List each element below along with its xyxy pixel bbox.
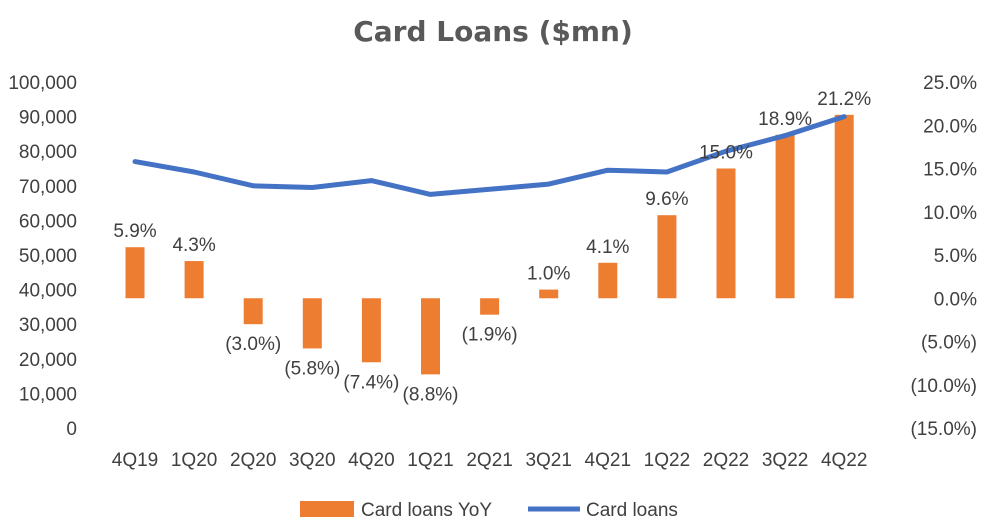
bar-data-label: 21.2% — [817, 89, 871, 110]
left-tick-label: 40,000 — [19, 281, 77, 302]
right-tick-label: (5.0%) — [921, 333, 977, 354]
left-tick-label: 30,000 — [19, 315, 77, 336]
line-path — [132, 114, 847, 197]
bar — [657, 215, 677, 299]
bar-series-yoy — [125, 114, 854, 375]
left-tick-label: 20,000 — [19, 350, 77, 371]
x-tick-label: 4Q19 — [112, 450, 158, 471]
bar-data-label: (7.4%) — [343, 372, 399, 393]
left-tick-label: 10,000 — [19, 384, 77, 405]
left-tick-label: 80,000 — [19, 142, 77, 163]
right-tick-label: (10.0%) — [910, 376, 977, 397]
bar — [539, 289, 559, 299]
left-tick-label: 50,000 — [19, 246, 77, 267]
bar-data-label: (1.9%) — [462, 325, 518, 346]
right-axis-ticks: (15.0%) (10.0%) (5.0%) 0.0% 5.0% 10.0% 15.0% 20… — [910, 73, 977, 440]
left-tick-label: 100,000 — [8, 73, 77, 94]
right-tick-label: 20.0% — [923, 116, 977, 137]
bar-data-label: 9.6% — [645, 189, 688, 210]
bar-data-label: (8.8%) — [403, 384, 459, 405]
x-tick-label: 1Q20 — [171, 450, 217, 471]
bar — [125, 247, 145, 299]
bar — [184, 261, 204, 299]
bar — [361, 298, 381, 363]
bar-data-labels: 5.9% 4.3% (3.0%)(5.8%)(7.4%)(8.8%) (1.9%) 1.… — [113, 89, 871, 405]
bar-data-label: 15.0% — [699, 143, 753, 164]
bar-data-label: 5.9% — [113, 221, 156, 242]
left-axis-ticks: 0 10,000 20,000 30,000 40,000 50,000 60,000 70,… — [8, 73, 77, 440]
x-tick-label: 2Q21 — [466, 450, 512, 471]
right-tick-label: 15.0% — [923, 160, 977, 181]
left-tick-label: 70,000 — [19, 177, 77, 198]
bar — [775, 134, 795, 299]
x-tick-label: 1Q22 — [644, 450, 690, 471]
left-tick-label: 90,000 — [19, 108, 77, 129]
bar — [598, 262, 618, 299]
bar — [480, 298, 500, 315]
right-tick-label: (15.0%) — [910, 419, 977, 440]
bar-data-label: 4.1% — [586, 237, 629, 258]
x-tick-label: 2Q22 — [703, 450, 749, 471]
legend-label-card-loans: Card loans — [586, 500, 678, 521]
bar-data-label: 18.9% — [758, 109, 812, 130]
x-tick-label: 3Q21 — [525, 450, 571, 471]
x-tick-label: 4Q22 — [821, 450, 867, 471]
bar — [302, 298, 322, 349]
right-tick-label: 25.0% — [923, 73, 977, 94]
bar — [834, 114, 854, 299]
legend: Card loans YoY Card loans — [300, 500, 678, 521]
right-tick-label: 5.0% — [934, 246, 977, 267]
x-tick-label: 1Q21 — [407, 450, 453, 471]
legend-label-card-loans-yoy: Card loans YoY — [361, 500, 492, 521]
bar-data-label: (3.0%) — [225, 334, 281, 355]
right-tick-label: 0.0% — [934, 289, 977, 310]
line-series-card-loans — [132, 114, 847, 197]
x-tick-label: 3Q20 — [289, 450, 335, 471]
bar-data-label: 4.3% — [172, 235, 215, 256]
x-tick-label: 3Q22 — [762, 450, 808, 471]
x-tick-label: 2Q20 — [230, 450, 276, 471]
left-tick-label: 60,000 — [19, 211, 77, 232]
x-tick-label: 4Q21 — [585, 450, 631, 471]
bar — [421, 298, 440, 375]
x-axis-ticks: 4Q19 1Q20 2Q20 3Q20 4Q20 1Q21 2Q21 3Q21 4Q21 1Q22… — [112, 450, 868, 471]
left-tick-label: 0 — [66, 419, 77, 440]
bar-data-label: 1.0% — [527, 264, 570, 285]
bar-data-label: (5.8%) — [284, 358, 340, 379]
legend-swatch-card-loans-yoy — [300, 501, 354, 517]
right-tick-label: 10.0% — [923, 203, 977, 224]
x-tick-label: 4Q20 — [348, 450, 394, 471]
bar — [243, 298, 263, 325]
bar — [716, 168, 736, 299]
chart-title: Card Loans ($mn) — [353, 15, 633, 48]
